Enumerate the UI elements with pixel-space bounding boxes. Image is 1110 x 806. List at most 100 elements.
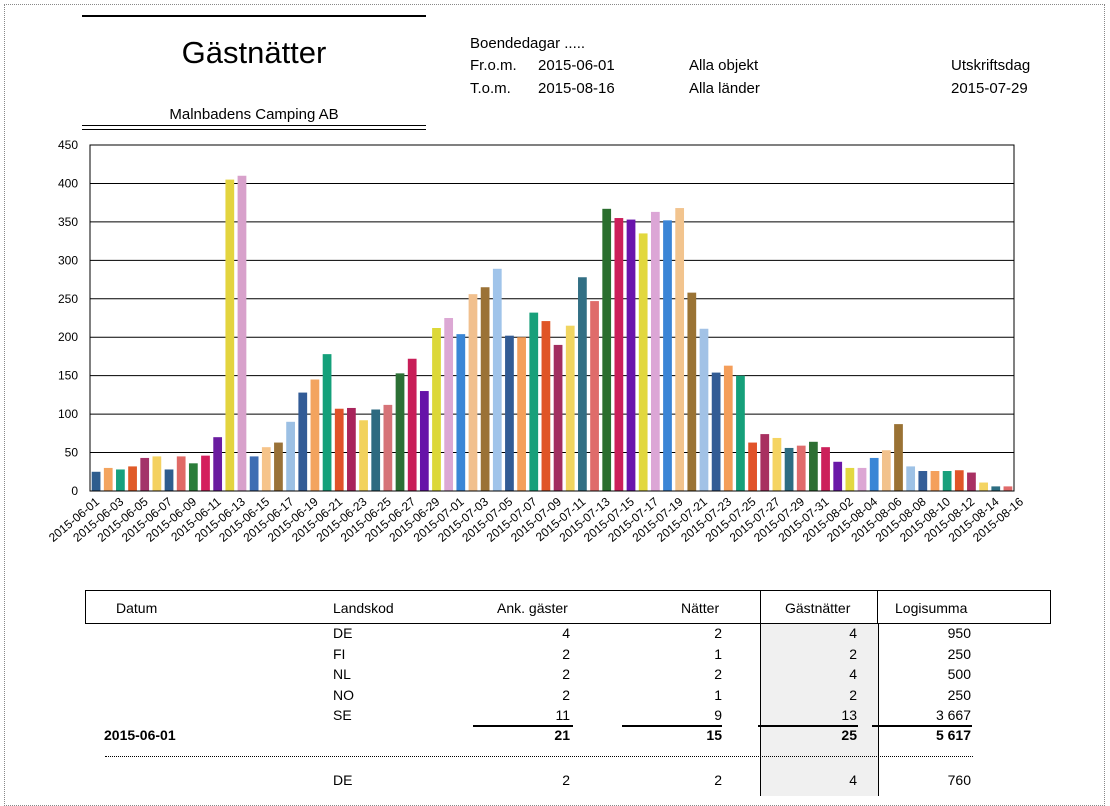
- y-tick-label: 100: [58, 407, 78, 421]
- bar: [529, 312, 539, 491]
- col-gastnatter-header: Gästnätter: [785, 600, 851, 616]
- bar: [565, 325, 575, 491]
- row-ank: 2: [562, 666, 570, 682]
- bar: [553, 344, 563, 491]
- bar: [881, 450, 891, 491]
- bar: [432, 328, 441, 491]
- bar: [225, 179, 235, 491]
- bar: [942, 471, 952, 491]
- sum-ank: 21: [554, 727, 570, 743]
- bar: [954, 470, 964, 491]
- row-ank: 2: [562, 686, 570, 703]
- row-ank: 11: [555, 707, 570, 723]
- title-rule-bottom-1: [82, 125, 426, 126]
- bar: [468, 294, 478, 491]
- bar: [261, 447, 271, 491]
- bar: [675, 208, 685, 492]
- row-gastnatter: 4: [849, 666, 857, 682]
- bar: [918, 471, 928, 491]
- bar: [152, 456, 162, 491]
- bar: [650, 211, 660, 491]
- title-rule-bottom-2: [82, 129, 426, 130]
- row-logisumma: 250: [947, 686, 971, 703]
- bar: [201, 455, 210, 491]
- bar: [176, 456, 186, 491]
- bar: [116, 469, 125, 491]
- row-logisumma: 250: [947, 645, 971, 662]
- bar: [687, 292, 697, 491]
- gastnatter-column-shade: [760, 623, 879, 796]
- to-label: T.o.m.: [470, 80, 511, 97]
- bar: [578, 277, 587, 491]
- sum-gastnatter: 25: [841, 727, 857, 743]
- row-ank: 4: [562, 625, 570, 641]
- bar: [298, 392, 308, 491]
- to-date: 2015-08-16: [538, 80, 615, 97]
- report-title: Gästnätter: [181, 35, 327, 70]
- header-divider: [760, 591, 761, 623]
- bar: [590, 301, 599, 491]
- bar: [237, 175, 247, 491]
- row-landskod: DE: [333, 625, 353, 641]
- bar: [869, 457, 879, 491]
- bar: [614, 218, 624, 492]
- y-tick-label: 200: [58, 330, 78, 344]
- bar: [857, 467, 867, 491]
- bar: [395, 373, 405, 491]
- bar: [419, 391, 429, 491]
- bar: [723, 365, 733, 491]
- basis-label: Boendedagar .....: [470, 35, 586, 52]
- row-natter: 2: [714, 772, 722, 788]
- bar: [383, 404, 393, 491]
- title-block: Gästnätter Malnbadens Camping AB: [82, 15, 426, 130]
- bar: [541, 321, 551, 491]
- row-gastnatter: 4: [849, 772, 857, 788]
- bar: [736, 375, 745, 491]
- row-logisumma: 950: [947, 625, 971, 641]
- bar: [930, 471, 940, 491]
- row-logisumma: 3 667: [935, 707, 971, 723]
- bar: [456, 334, 466, 491]
- sum-natter: 15: [706, 727, 722, 743]
- countries-filter: Alla länder: [689, 80, 760, 97]
- y-tick-label: 50: [65, 446, 79, 460]
- bar: [663, 220, 672, 491]
- bar: [505, 335, 514, 491]
- y-tick-label: 300: [58, 253, 78, 267]
- bar: [91, 471, 101, 491]
- group-separator: [105, 756, 973, 757]
- bar: [967, 472, 976, 491]
- col-natter-header: Nätter: [681, 600, 720, 616]
- bar: [979, 482, 988, 491]
- bar: [213, 437, 223, 491]
- bar: [444, 318, 454, 491]
- bar: [188, 463, 198, 491]
- bar: [322, 354, 332, 491]
- bar: [748, 442, 757, 491]
- bar: [845, 467, 855, 491]
- y-tick-label: 450: [58, 138, 78, 152]
- bar: [407, 358, 417, 491]
- bar: [796, 445, 806, 491]
- bar: [359, 420, 368, 491]
- bar: [699, 328, 709, 491]
- bar: [602, 208, 612, 491]
- col-landskod-header: Landskod: [333, 600, 394, 616]
- col-logisumma-header: Logisumma: [895, 600, 968, 616]
- bar: [103, 467, 113, 491]
- row-natter: 1: [714, 686, 722, 703]
- bar: [1003, 486, 1013, 491]
- row-landskod: NO: [333, 686, 354, 703]
- bar: [894, 424, 903, 491]
- bar: [286, 421, 295, 491]
- sum-rule: [872, 725, 972, 727]
- sum-rule: [758, 725, 858, 727]
- y-tick-label: 0: [71, 484, 78, 498]
- bar: [334, 408, 344, 491]
- y-tick-label: 250: [58, 292, 78, 306]
- col-ank-header: Ank. gäster: [497, 600, 568, 616]
- from-label: Fr.o.m.: [470, 57, 517, 74]
- y-tick-label: 400: [58, 176, 78, 190]
- y-tick-label: 150: [58, 369, 78, 383]
- bar: [638, 233, 648, 492]
